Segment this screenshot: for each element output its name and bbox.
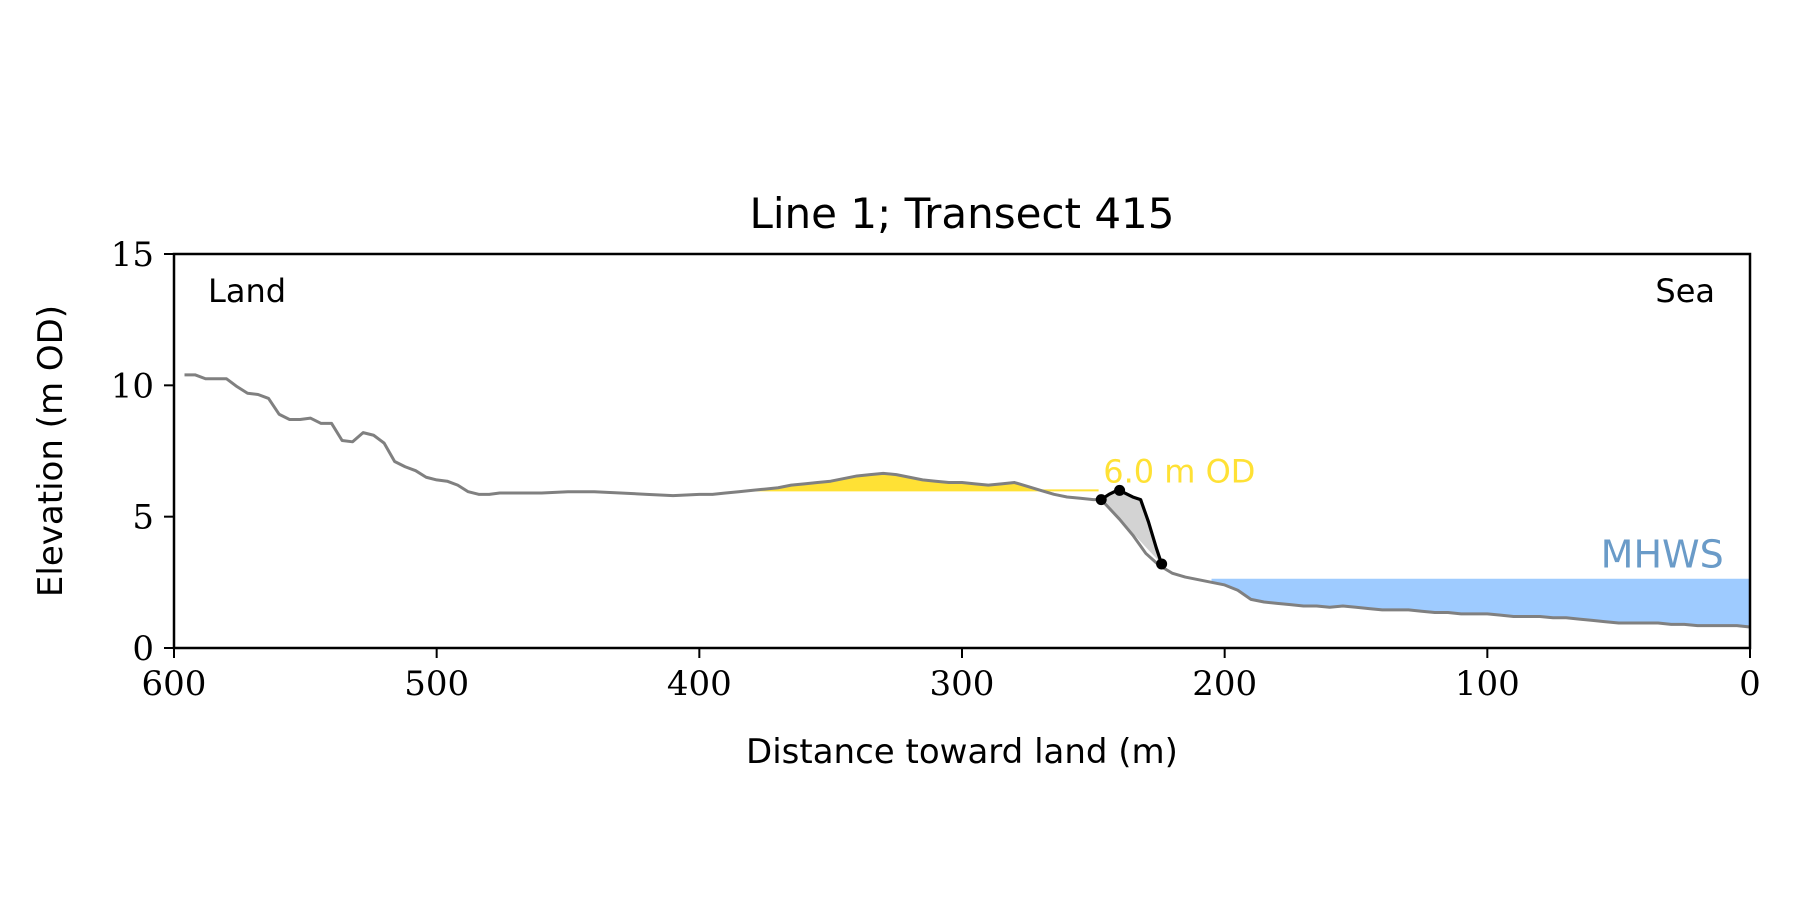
threshold-6m-od-label: 6.0 m OD [1103, 452, 1255, 490]
mhws-label: MHWS [1601, 533, 1724, 577]
cliff-shaded-region [1101, 490, 1162, 564]
y-tick-label: 10 [111, 366, 154, 406]
chart-title: Line 1; Transect 415 [749, 189, 1174, 238]
x-tick-label: 500 [404, 664, 469, 704]
elevation-profile-line [184, 373, 1751, 629]
reference-fill-0 [749, 473, 1099, 491]
markers-layer [1095, 484, 1168, 570]
y-tick-label: 0 [132, 629, 154, 669]
x-tick-label: 0 [1739, 664, 1761, 704]
x-tick-label: 100 [1455, 664, 1520, 704]
sea-label: Sea [1655, 272, 1715, 310]
y-tick-label: 15 [111, 235, 154, 275]
y-axis-title: Elevation (m OD) [31, 305, 71, 597]
lines-layer [184, 373, 1751, 629]
x-tick-label: 200 [1192, 664, 1257, 704]
cliff-marker-1 [1114, 484, 1126, 496]
x-axis-title: Distance toward land (m) [746, 732, 1178, 772]
x-tick-label: 600 [142, 664, 207, 704]
reference-fill-1 [1211, 579, 1750, 627]
ticks-layer: 600 500 400 300 200 100 0 0 5 10 15 [111, 235, 1761, 704]
land-label: Land [208, 272, 286, 310]
x-tick-label: 300 [930, 664, 995, 704]
cliff-marker-2 [1156, 558, 1168, 570]
x-tick-label: 400 [667, 664, 732, 704]
fills-layer [749, 473, 1750, 627]
y-tick-label: 5 [132, 498, 154, 538]
cliff-face-line [1100, 488, 1164, 565]
cliff-marker-0 [1095, 494, 1107, 506]
